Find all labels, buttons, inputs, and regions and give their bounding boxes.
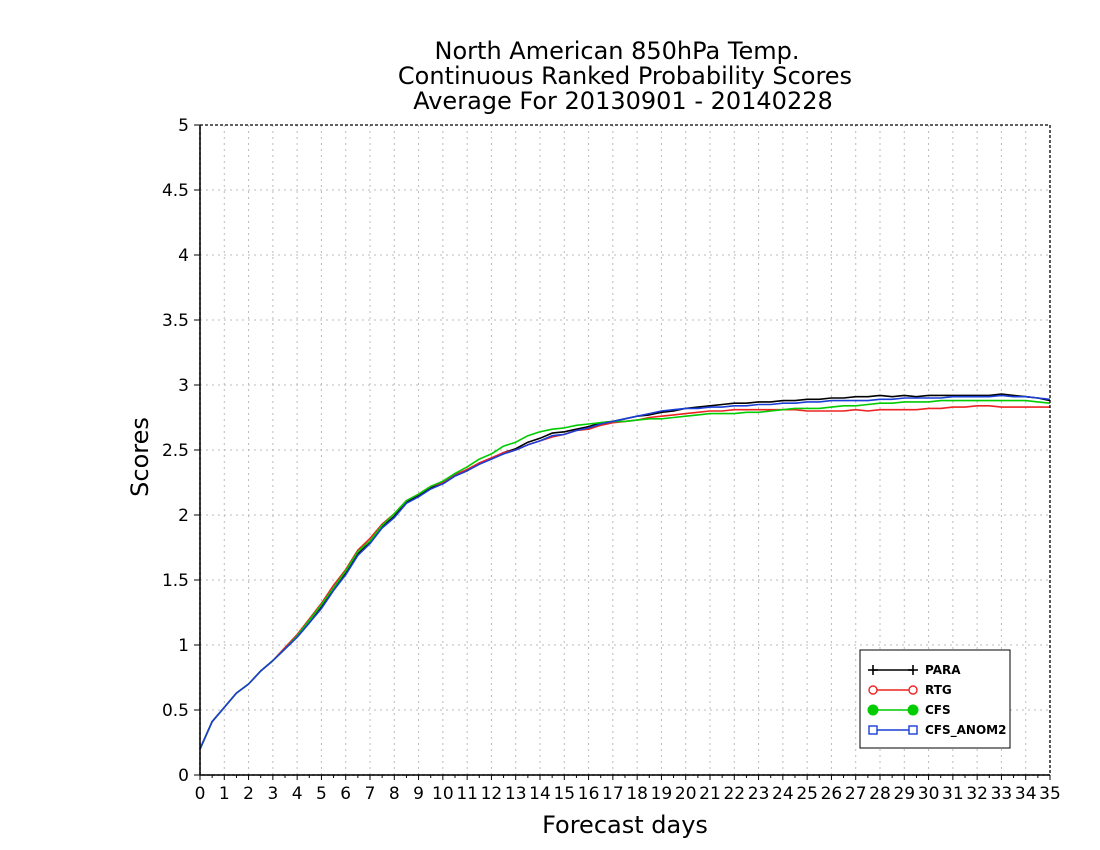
- legend-marker-square: [868, 725, 878, 735]
- x-tick-label: 23: [748, 784, 770, 804]
- legend-label-cfs-anom2: CFS_ANOM2: [925, 723, 1006, 738]
- axis-ticks: 0 1 2 3 4 5 6 7 8 9 10 11 12 13 14 15 16 17 18 19 20 21 22 23 24…: [162, 116, 1061, 804]
- x-tick-label: 29: [893, 784, 915, 804]
- x-tick-label: 24: [772, 784, 794, 804]
- x-tick-label: 9: [413, 784, 424, 804]
- x-tick-label: 17: [602, 784, 624, 804]
- x-tick-label: 34: [1015, 784, 1037, 804]
- x-tick-label: 30: [918, 784, 940, 804]
- y-tick-label: 3: [178, 376, 189, 396]
- x-tick-label: 21: [699, 784, 721, 804]
- y-tick-label: 2: [178, 506, 189, 526]
- x-tick-label: 4: [292, 784, 303, 804]
- legend-label-cfs: CFS: [925, 703, 951, 717]
- y-tick-label: 1.5: [162, 571, 189, 591]
- x-tick-label: 15: [553, 784, 575, 804]
- x-tick-label: 1: [219, 784, 230, 804]
- x-tick-label: 28: [869, 784, 891, 804]
- y-tick-label: 5: [178, 116, 189, 136]
- x-axis-label: Forecast days: [542, 811, 708, 839]
- y-tick-label: 1: [178, 636, 189, 656]
- y-tick-label: 4: [178, 246, 189, 266]
- chart-title-line-3: Average For 20130901 - 20140228: [413, 87, 833, 115]
- x-tick-label: 26: [821, 784, 843, 804]
- x-tick-label: 25: [796, 784, 818, 804]
- legend-box: [859, 649, 1011, 749]
- legend-marker-circle: [908, 685, 918, 695]
- x-tick-label: 31: [942, 784, 964, 804]
- legend-marker-dot: [907, 704, 919, 716]
- legend-marker-dot: [867, 704, 879, 716]
- y-tick-label: 0: [178, 766, 189, 786]
- chart-title-line-2: Continuous Ranked Probability Scores: [398, 62, 852, 90]
- x-tick-label: 2: [243, 784, 254, 804]
- y-tick-label: 3.5: [162, 311, 189, 331]
- x-tick-label: 18: [626, 784, 648, 804]
- x-tick-label: 10: [432, 784, 454, 804]
- legend-marker-circle: [868, 685, 878, 695]
- legend-marker-square: [908, 725, 918, 735]
- x-tick-label: 14: [529, 784, 551, 804]
- x-tick-label: 12: [481, 784, 503, 804]
- x-tick-label: 16: [578, 784, 600, 804]
- series-line-cfs-anom2: [199, 394, 1051, 750]
- x-tick-label: 32: [966, 784, 988, 804]
- y-tick-label: 4.5: [162, 181, 189, 201]
- legend-label-rtg: RTG: [925, 683, 952, 697]
- legend-label-para: PARA: [925, 663, 961, 677]
- x-tick-label: 35: [1039, 784, 1061, 804]
- x-tick-label: 8: [389, 784, 400, 804]
- x-tick-label: 27: [845, 784, 867, 804]
- x-tick-label: 0: [195, 784, 206, 804]
- x-tick-label: 6: [340, 784, 351, 804]
- y-axis-label: Scores: [126, 417, 154, 497]
- x-tick-label: 7: [365, 784, 376, 804]
- y-tick-label: 0.5: [162, 701, 189, 721]
- x-tick-label: 19: [651, 784, 673, 804]
- x-tick-label: 3: [267, 784, 278, 804]
- x-tick-label: 13: [505, 784, 527, 804]
- series-lines: [199, 393, 1051, 750]
- y-tick-label: 2.5: [162, 441, 189, 461]
- x-tick-label: 33: [991, 784, 1013, 804]
- x-tick-label: 20: [675, 784, 697, 804]
- x-tick-label: 5: [316, 784, 327, 804]
- x-tick-label: 22: [723, 784, 745, 804]
- x-tick-label: 11: [456, 784, 478, 804]
- series-line-cfs: [199, 399, 1051, 750]
- chart-title-line-1: North American 850hPa Temp.: [435, 37, 800, 65]
- legend: PARA RTG CFS CFS_ANOM2: [859, 649, 1011, 749]
